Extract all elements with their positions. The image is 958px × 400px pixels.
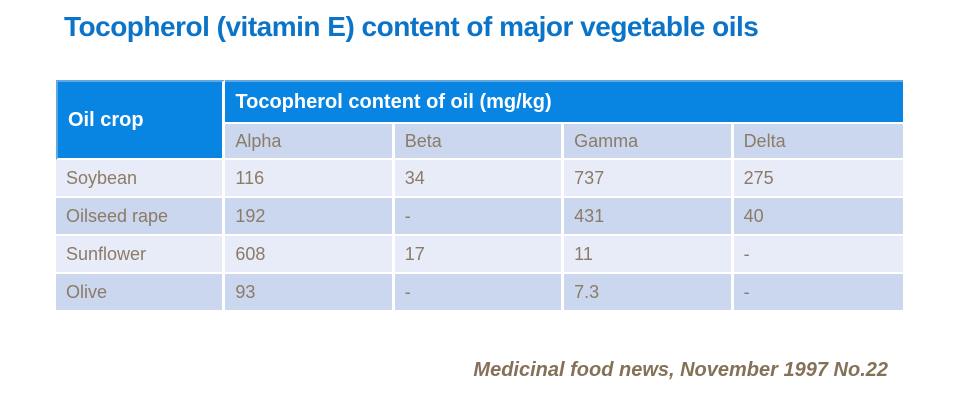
value-cell: 431 — [564, 198, 734, 236]
value-cell: - — [394, 274, 565, 312]
value-cell: 275 — [733, 160, 903, 198]
value-cell: 7.3 — [564, 274, 734, 312]
row-header-cell: Soybean — [56, 160, 226, 198]
column-header-row: Alpha Beta Gamma Delta — [56, 124, 903, 160]
column-header-delta: Delta — [733, 124, 903, 160]
row-header-cell: Oilseed rape — [56, 198, 226, 236]
value-cell: 608 — [225, 236, 395, 274]
value-cell: 40 — [733, 198, 903, 236]
value-cell: - — [733, 236, 903, 274]
value-cell: 17 — [394, 236, 565, 274]
value-cell: 93 — [225, 274, 395, 312]
value-cell: - — [733, 274, 903, 312]
value-cell: - — [394, 198, 565, 236]
column-header-alpha: Alpha — [225, 124, 395, 160]
value-cell: 34 — [394, 160, 565, 198]
table-row-olive: Olive 93 - 7.3 - — [56, 274, 903, 312]
group-header-row: Oil crop Tocopherol content of oil (mg/k… — [56, 80, 903, 160]
value-cell: 737 — [564, 160, 734, 198]
column-group-header-cell: Tocopherol content of oil (mg/kg) — [225, 80, 903, 124]
page-title: Tocopherol (vitamin E) content of major … — [64, 11, 759, 42]
table-row-sunflower: Sunflower 608 17 11 - — [56, 236, 903, 274]
table-row-soybean: Soybean 116 34 737 275 — [56, 160, 903, 198]
value-cell: 192 — [225, 198, 395, 236]
row-header-cell: Sunflower — [56, 236, 226, 274]
column-header-beta: Beta — [394, 124, 565, 160]
tocopherol-table-container: Oil crop Tocopherol content of oil (mg/k… — [56, 80, 903, 312]
tocopherol-table: Oil crop Tocopherol content of oil (mg/k… — [56, 80, 903, 312]
source-citation: Medicinal food news, November 1997 No.22 — [473, 359, 888, 381]
table-row-oilseed-rape: Oilseed rape 192 - 431 40 — [56, 198, 903, 236]
row-header-cell: Olive — [56, 274, 226, 312]
column-header-gamma: Gamma — [564, 124, 734, 160]
value-cell: 11 — [564, 236, 734, 274]
value-cell: 116 — [225, 160, 395, 198]
row-header-label-cell: Oil crop — [56, 80, 226, 160]
